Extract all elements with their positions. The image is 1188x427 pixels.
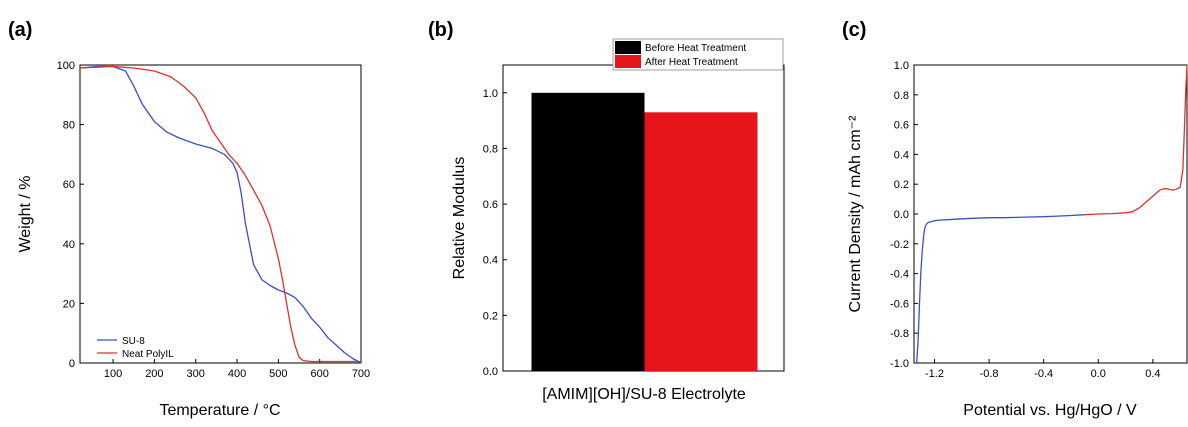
panel-a-plot-frame [79,64,362,364]
panel-a-y-axis-title: Weight / % [17,175,34,252]
y-tick-label: -0.2 [890,239,909,251]
bar-before-heat-treatment [531,92,645,372]
cv-trace-segment-1 [916,214,1085,364]
y-tick-label: 1.0 [894,60,909,72]
y-tick-label: 0.6 [894,120,909,132]
y-tick-label: 1.0 [483,88,498,100]
panel-b-y-axis: 0.0 0.2 0.4 0.6 0.8 1.0 [483,88,507,378]
x-tick-label: -0.4 [1034,368,1053,380]
panel-b-x-axis-title: [AMIM][OH]/SU-8 Electrolyte [542,386,746,403]
y-tick-label: 0.4 [894,149,909,161]
panel-a-x-axis: 100 200 300 400 500 600 700 [104,359,370,380]
panel-c-x-axis-title: Potential vs. Hg/HgO / V [963,402,1137,419]
x-tick-label: 0.0 [1091,368,1106,380]
x-tick-label: 500 [269,368,287,380]
panel-c-label: (c) [842,19,866,41]
panel-a-series [79,65,362,364]
y-tick-label: 0 [69,358,75,370]
y-tick-label: -0.4 [890,269,909,281]
panel-a-tga-chart: (a) 100 200 300 400 500 600 700 0 20 40 60 80 100 T… [8,19,370,419]
y-tick-label: 0.2 [483,310,498,322]
y-tick-label: 0.0 [483,366,498,378]
panel-b-y-axis-title: Relative Modulus [451,157,468,280]
panel-c-y-axis: -1.0 -0.8 -0.6 -0.4 -0.2 0.0 0.2 0.4 0.6 0.8 1.0 [890,60,918,370]
y-tick-label: 0.6 [483,199,498,211]
panel-a-x-axis-title: Temperature / °C [159,402,280,419]
y-tick-label: 100 [57,60,75,72]
y-tick-label: 0.8 [483,143,498,155]
bar-after-heat-treatment [644,112,758,372]
series-line-neat-polyil [79,65,361,363]
y-tick-label: 80 [63,120,75,132]
y-tick-label: -0.6 [890,298,909,310]
series-line-su-8 [79,65,362,364]
y-tick-label: 40 [63,239,75,251]
legend-swatch-after [615,55,641,68]
cv-trace-segment-2 [1084,64,1188,216]
x-tick-label: 400 [228,368,246,380]
x-tick-label: -1.2 [925,368,944,380]
panel-b-bars [531,92,758,372]
panel-c-y-axis-title: Current Density / mAh cm⁻² [847,115,864,313]
panel-c-x-axis: -1.2 -0.8 -0.4 0.0 0.4 [925,359,1161,380]
panel-a-y-axis: 0 20 40 60 80 100 [57,60,84,370]
legend-label-neat-polyil: Neat PolyIL [122,349,174,360]
x-tick-label: -0.8 [980,368,999,380]
panel-a-label: (a) [8,19,32,41]
legend-label-after: After Heat Treatment [645,57,738,68]
legend-label-su8: SU-8 [122,336,145,347]
x-tick-label: 200 [145,368,163,380]
y-tick-label: 60 [63,179,75,191]
panel-c-series [916,64,1188,364]
y-tick-label: 20 [63,298,75,310]
y-tick-label: 0.0 [894,209,909,221]
x-tick-label: 0.4 [1145,368,1160,380]
panel-b-legend-box [612,38,784,71]
x-tick-label: 600 [310,368,328,380]
y-tick-label: 0.4 [483,255,498,267]
panel-b-modulus-chart: (b) 0.0 0.2 0.4 0.6 0.8 1.0 [AMIM][OH]/SU-8 E… [428,19,785,403]
y-tick-label: -1.0 [890,358,909,370]
panel-c-cv-chart: (c) -1.2 -0.8 -0.4 0.0 0.4 -1.0-0.8-0.6-0.4-… [842,19,1188,419]
legend-label-before: Before Heat Treatment [645,43,746,54]
y-tick-label: 0.2 [894,179,909,191]
y-tick-label: 0.8 [894,90,909,102]
x-tick-label: 300 [187,368,205,380]
panel-c-plot-frame [913,64,1188,364]
panel-a-legend: SU-8 Neat PolyIL [97,336,174,360]
panel-b-legend: Before Heat Treatment After Heat Treatme… [612,38,784,71]
x-tick-label: 100 [104,368,122,380]
x-tick-label: 700 [352,368,370,380]
panel-b-label: (b) [428,19,454,41]
y-tick-label: -0.8 [890,328,909,340]
legend-swatch-before [615,41,641,54]
